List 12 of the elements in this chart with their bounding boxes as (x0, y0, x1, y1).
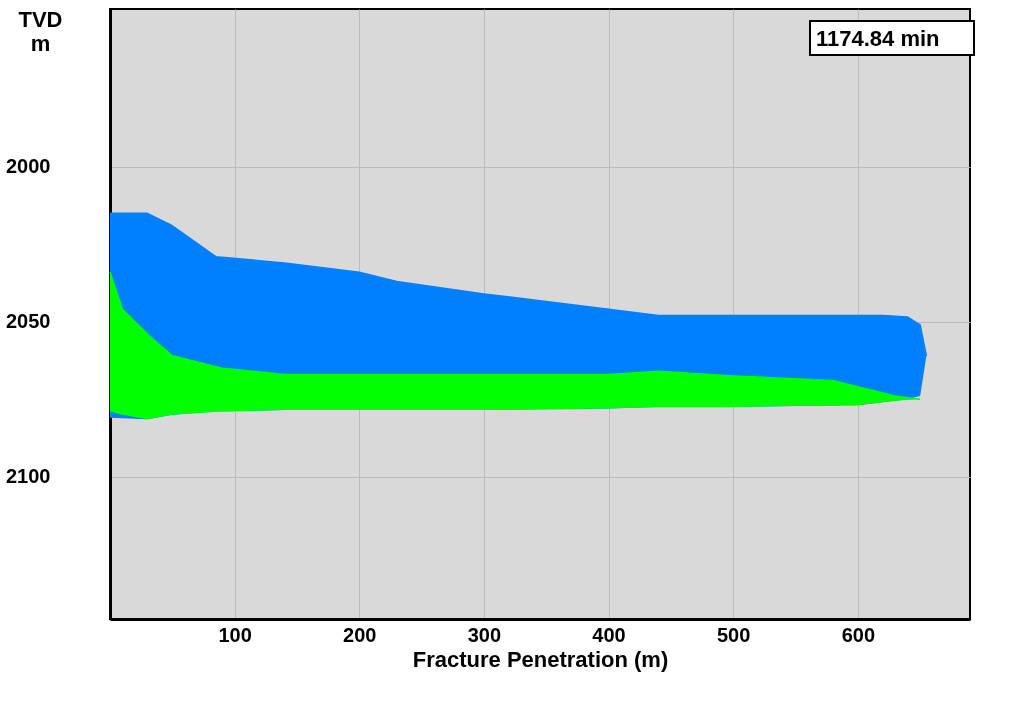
annotation: 1174.84 min (816, 26, 940, 51)
x-tick-label: 200 (343, 623, 377, 646)
y-tick-label: 2050 (6, 310, 51, 333)
y-tick-label: 2000 (6, 155, 51, 178)
x-tick-label: 100 (218, 623, 252, 646)
x-tick-label: 500 (717, 623, 751, 646)
x-tick-label: 400 (592, 623, 626, 646)
x-tick-label: 600 (841, 623, 876, 646)
x-axis-title: Fracture Penetration (m) (412, 646, 669, 672)
x-tick-label: 300 (467, 623, 502, 646)
y-axis-title: TVD m (18, 6, 63, 56)
y-tick-label: 2100 (6, 465, 51, 488)
